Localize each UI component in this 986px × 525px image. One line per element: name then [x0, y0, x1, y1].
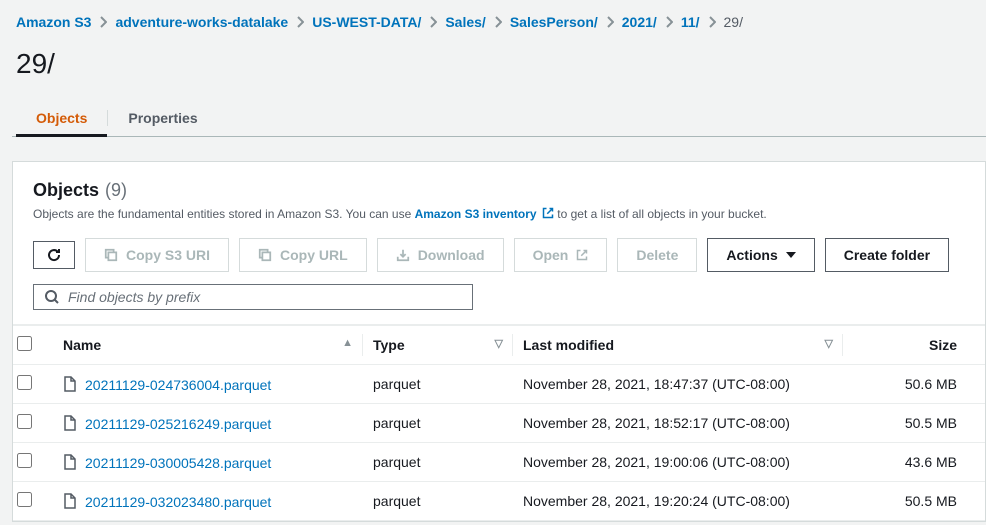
breadcrumb-link[interactable]: SalesPerson/ — [510, 14, 598, 30]
file-icon — [63, 415, 77, 431]
refresh-button[interactable] — [33, 241, 75, 269]
panel-description: Objects are the fundamental entities sto… — [33, 205, 965, 224]
desc-post: to get a list of all objects in your buc… — [554, 207, 767, 221]
cell-last-modified: November 28, 2021, 18:47:37 (UTC-08:00) — [513, 365, 843, 404]
delete-label: Delete — [636, 245, 678, 265]
table-row: 20211129-032023480.parquet parquetNovembe… — [13, 482, 985, 521]
s3-inventory-link[interactable]: Amazon S3 inventory — [415, 207, 554, 221]
object-link[interactable]: 20211129-030005428.parquet — [85, 455, 271, 471]
cell-size: 50.5 MB — [843, 404, 985, 443]
file-icon — [63, 493, 77, 509]
col-last-modified[interactable]: Last modified ▽ — [513, 326, 843, 365]
caret-down-icon — [786, 250, 796, 260]
s3-inventory-link-text: Amazon S3 inventory — [415, 207, 537, 221]
search-icon — [44, 289, 60, 305]
actions-button[interactable]: Actions — [707, 238, 814, 272]
table-row: 20211129-030005428.parquet parquetNovembe… — [13, 443, 985, 482]
object-link[interactable]: 20211129-025216249.parquet — [85, 416, 271, 432]
refresh-icon — [46, 247, 62, 263]
cell-last-modified: November 28, 2021, 19:00:06 (UTC-08:00) — [513, 443, 843, 482]
tab-objects[interactable]: Objects — [16, 100, 107, 136]
delete-button[interactable]: Delete — [617, 238, 697, 272]
col-name[interactable]: Name ▲ — [53, 326, 363, 365]
sort-icon: ▽ — [495, 337, 503, 350]
breadcrumb-link[interactable]: Amazon S3 — [16, 14, 91, 30]
cell-last-modified: November 28, 2021, 19:20:24 (UTC-08:00) — [513, 482, 843, 521]
chevron-right-icon — [99, 16, 107, 28]
row-checkbox[interactable] — [17, 375, 32, 390]
copy-url-label: Copy URL — [280, 245, 348, 265]
chevron-right-icon — [606, 16, 614, 28]
create-folder-button[interactable]: Create folder — [825, 238, 949, 272]
select-all-checkbox[interactable] — [17, 336, 32, 351]
chevron-right-icon — [665, 16, 673, 28]
table-row: 20211129-025216249.parquet parquetNovembe… — [13, 404, 985, 443]
chevron-right-icon — [429, 16, 437, 28]
tabs: Objects Properties — [12, 100, 986, 137]
objects-count: (9) — [105, 180, 127, 201]
cell-type: parquet — [363, 404, 513, 443]
file-icon — [63, 376, 77, 392]
table-row: 20211129-024736004.parquet parquetNovembe… — [13, 365, 985, 404]
col-lm-label: Last modified — [523, 337, 614, 353]
copy-icon — [258, 248, 272, 262]
sort-asc-icon: ▲ — [342, 337, 353, 349]
copy-icon — [104, 248, 118, 262]
chevron-right-icon — [708, 16, 716, 28]
row-checkbox[interactable] — [17, 492, 32, 507]
objects-panel: Objects (9) Objects are the fundamental … — [12, 161, 986, 522]
breadcrumb-link[interactable]: Sales/ — [445, 14, 485, 30]
chevron-right-icon — [494, 16, 502, 28]
file-icon — [63, 454, 77, 470]
copy-s3-uri-button[interactable]: Copy S3 URI — [85, 238, 229, 272]
open-button[interactable]: Open — [514, 238, 608, 272]
breadcrumb-link[interactable]: adventure-works-datalake — [115, 14, 288, 30]
col-type[interactable]: Type ▽ — [363, 326, 513, 365]
row-checkbox[interactable] — [17, 453, 32, 468]
chevron-right-icon — [296, 16, 304, 28]
actions-label: Actions — [726, 245, 777, 265]
open-label: Open — [533, 245, 569, 265]
sort-icon: ▽ — [825, 337, 833, 350]
toolbar: Copy S3 URI Copy URL Download Open Delet… — [33, 238, 965, 272]
objects-table: Name ▲ Type ▽ Last modified ▽ Size 20211129… — [13, 325, 985, 521]
download-icon — [396, 248, 410, 262]
breadcrumb-current: 29/ — [724, 14, 743, 30]
panel-title-text: Objects — [33, 180, 99, 201]
cell-size: 50.6 MB — [843, 365, 985, 404]
external-link-icon — [576, 249, 588, 261]
cell-size: 50.5 MB — [843, 482, 985, 521]
col-size-label: Size — [929, 337, 957, 353]
panel-title: Objects (9) — [33, 180, 965, 201]
search-box[interactable] — [33, 284, 473, 310]
cell-size: 43.6 MB — [843, 443, 985, 482]
cell-type: parquet — [363, 365, 513, 404]
breadcrumb-link[interactable]: 2021/ — [622, 14, 657, 30]
row-checkbox[interactable] — [17, 414, 32, 429]
download-label: Download — [418, 245, 485, 265]
create-folder-label: Create folder — [844, 245, 930, 265]
page-title: 29/ — [12, 48, 986, 100]
desc-pre: Objects are the fundamental entities sto… — [33, 207, 415, 221]
search-input[interactable] — [68, 289, 462, 305]
breadcrumb-link[interactable]: 11/ — [681, 14, 700, 30]
copy-s3-uri-label: Copy S3 URI — [126, 245, 210, 265]
col-size[interactable]: Size — [843, 326, 985, 365]
tab-properties[interactable]: Properties — [108, 100, 217, 136]
cell-last-modified: November 28, 2021, 18:52:17 (UTC-08:00) — [513, 404, 843, 443]
copy-url-button[interactable]: Copy URL — [239, 238, 367, 272]
external-link-icon — [542, 206, 554, 224]
col-name-label: Name — [63, 337, 101, 353]
download-button[interactable]: Download — [377, 238, 504, 272]
object-link[interactable]: 20211129-024736004.parquet — [85, 377, 271, 393]
breadcrumb-link[interactable]: US-WEST-DATA/ — [312, 14, 421, 30]
cell-type: parquet — [363, 443, 513, 482]
breadcrumb: Amazon S3 adventure-works-datalake US-WEST… — [12, 0, 986, 48]
object-link[interactable]: 20211129-032023480.parquet — [85, 494, 271, 510]
col-type-label: Type — [373, 337, 405, 353]
cell-type: parquet — [363, 482, 513, 521]
